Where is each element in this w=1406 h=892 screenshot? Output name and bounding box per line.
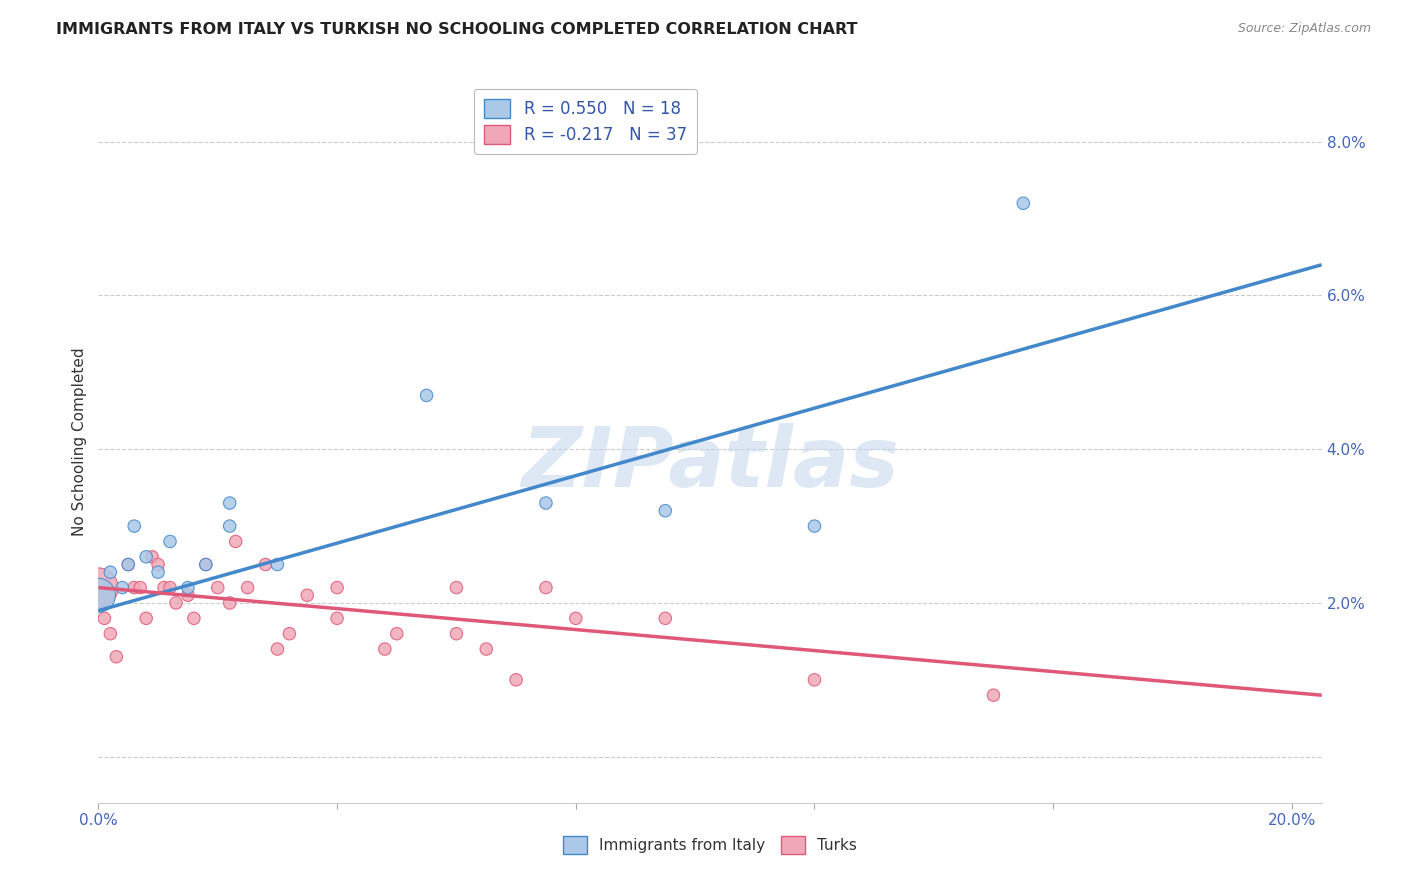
Point (218, 596, 240, 610)
Point (297, 588, 319, 602)
Point (326, 581, 349, 595)
Point (415, 388, 437, 402)
Point (385, 626, 408, 640)
Point (446, 581, 468, 595)
Point (266, 642, 288, 657)
Point (207, 581, 229, 595)
Point (983, 688, 1005, 702)
Point (111, 581, 134, 595)
Legend: Immigrants from Italy, Turks: Immigrants from Italy, Turks (557, 830, 863, 860)
Point (159, 581, 181, 595)
Point (146, 558, 169, 572)
Point (475, 642, 498, 657)
Text: ZIPatlas: ZIPatlas (522, 423, 898, 504)
Point (446, 626, 468, 640)
Point (266, 558, 288, 572)
Point (98, 626, 121, 640)
Point (225, 534, 247, 549)
Point (146, 565, 169, 579)
Point (183, 611, 205, 625)
Point (87, 588, 110, 602)
Point (122, 581, 145, 595)
Point (98, 565, 121, 579)
Point (254, 558, 277, 572)
Point (122, 519, 145, 533)
Point (218, 519, 240, 533)
Point (159, 534, 181, 549)
Point (236, 581, 259, 595)
Point (1012, 196, 1035, 211)
Point (505, 673, 527, 687)
Point (165, 596, 187, 610)
Point (803, 519, 825, 533)
Text: Source: ZipAtlas.com: Source: ZipAtlas.com (1237, 22, 1371, 36)
Point (141, 549, 163, 564)
Point (654, 611, 676, 625)
Point (374, 642, 396, 657)
Point (534, 496, 557, 510)
Point (135, 549, 157, 564)
Point (534, 581, 557, 595)
Point (135, 611, 157, 625)
Point (105, 649, 128, 664)
Y-axis label: No Schooling Completed: No Schooling Completed (72, 347, 87, 536)
Point (177, 588, 200, 602)
Point (565, 611, 588, 625)
Point (117, 558, 139, 572)
Point (278, 626, 301, 640)
Point (194, 558, 217, 572)
Point (803, 673, 825, 687)
Text: IMMIGRANTS FROM ITALY VS TURKISH NO SCHOOLING COMPLETED CORRELATION CHART: IMMIGRANTS FROM ITALY VS TURKISH NO SCHO… (56, 22, 858, 37)
Point (117, 558, 139, 572)
Point (218, 496, 240, 510)
Point (194, 558, 217, 572)
Point (153, 581, 176, 595)
Point (177, 581, 200, 595)
Point (93, 611, 115, 625)
Point (654, 504, 676, 518)
Point (326, 611, 349, 625)
Point (129, 581, 152, 595)
Point (87, 581, 110, 595)
